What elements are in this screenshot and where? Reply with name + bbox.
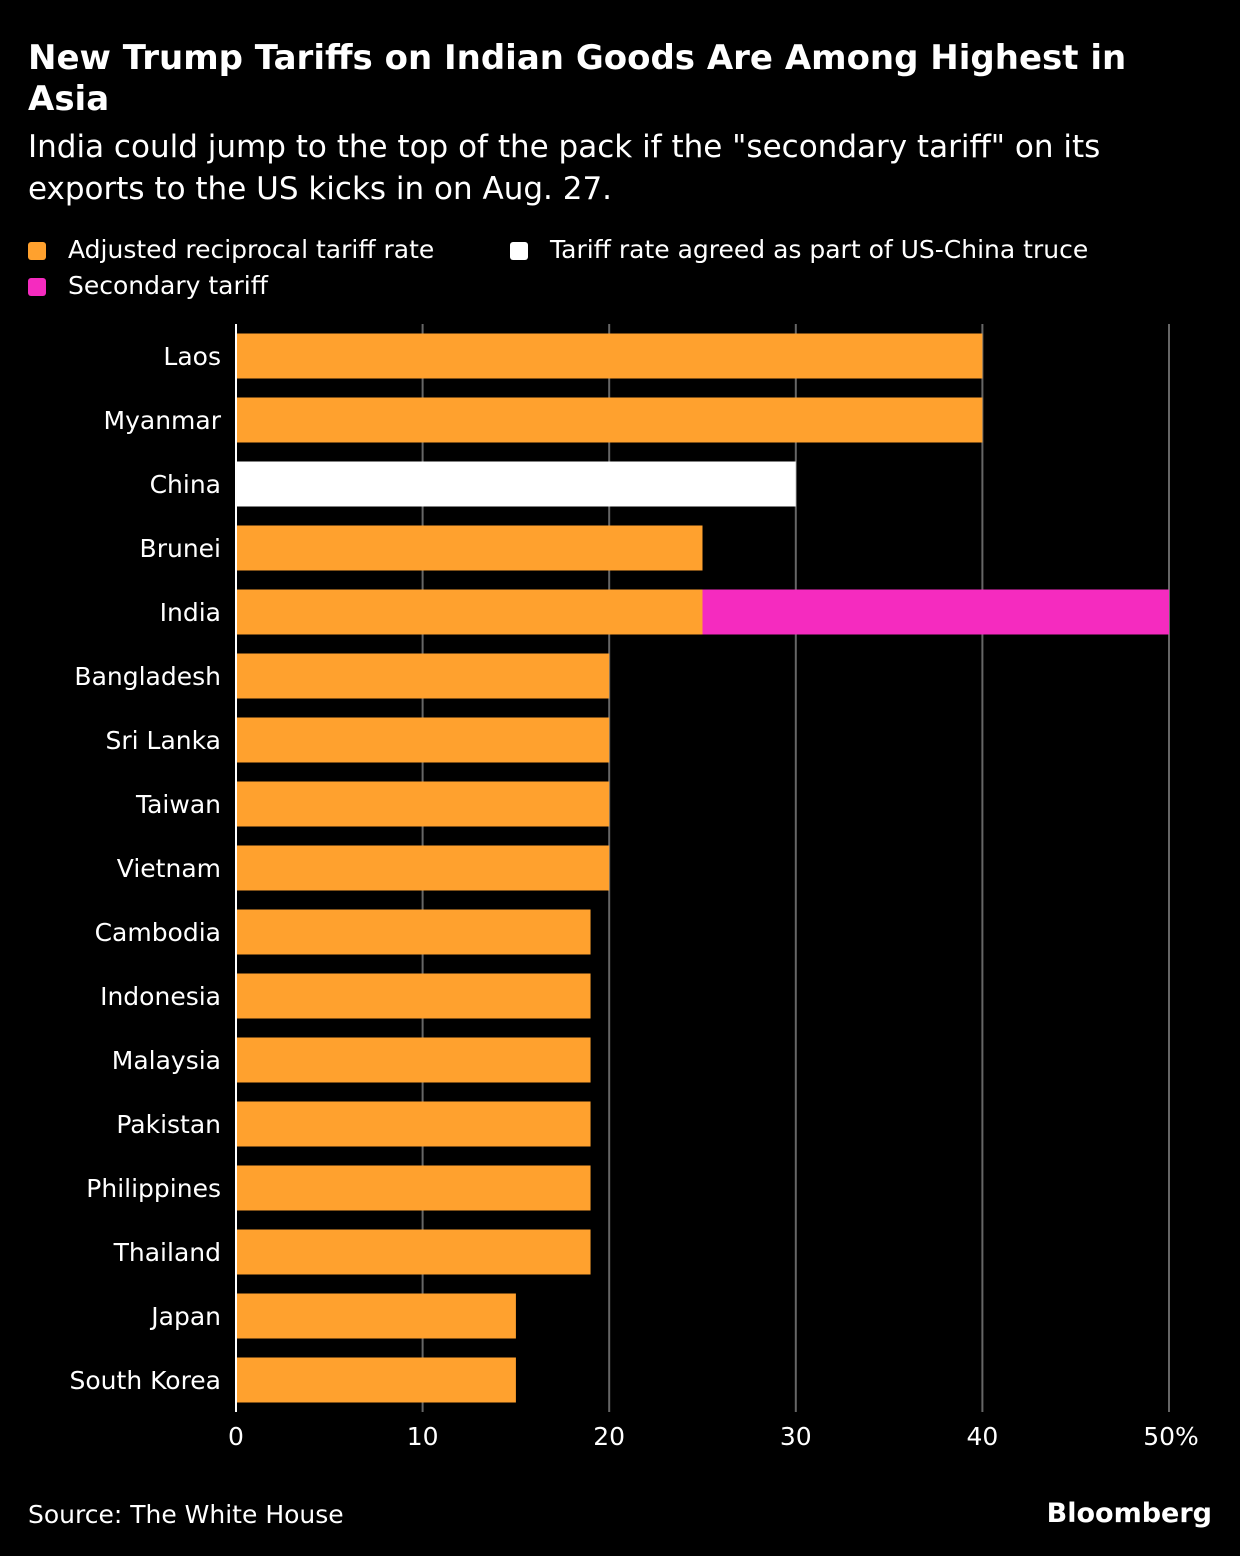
legend-label-secondary: Secondary tariff	[68, 271, 268, 300]
legend-label-truce: Tariff rate agreed as part of US-China t…	[550, 235, 1089, 264]
category-label-vietnam: Vietnam	[117, 854, 221, 883]
bar-laos-series-0	[236, 333, 983, 379]
bloomberg-logo: Bloomberg	[1046, 1498, 1212, 1529]
bar-indonesia-series-0	[236, 973, 591, 1019]
x-tick-label-40: 40	[966, 1422, 998, 1451]
bar-pakistan-series-0	[236, 1101, 591, 1147]
legend-swatch-secondary	[28, 278, 46, 296]
bar-bangladesh-series-0	[236, 653, 610, 699]
category-label-china: China	[150, 470, 221, 499]
category-label-malaysia: Malaysia	[112, 1046, 221, 1075]
category-label-thailand: Thailand	[113, 1238, 221, 1267]
bar-india-series-2	[702, 589, 1169, 635]
bars	[236, 333, 1169, 1403]
category-label-japan: Japan	[149, 1302, 221, 1331]
bar-philippines-series-0	[236, 1165, 591, 1211]
category-label-south-korea: South Korea	[70, 1366, 221, 1395]
chart-subtitle: India could jump to the top of the pack …	[28, 129, 1101, 207]
bar-thailand-series-0	[236, 1229, 591, 1275]
category-label-pakistan: Pakistan	[116, 1110, 221, 1139]
bar-vietnam-series-0	[236, 845, 610, 891]
x-tick-label-0: 0	[228, 1422, 244, 1451]
x-tick-label-10: 10	[407, 1422, 439, 1451]
bar-india-series-0	[236, 589, 703, 635]
legend-swatch-reciprocal	[28, 242, 46, 260]
category-labels: Laos Myanmar China Brunei India Bangladesh Sri…	[70, 342, 222, 1395]
x-tick-label-20: 20	[593, 1422, 625, 1451]
bar-cambodia-series-0	[236, 909, 591, 955]
category-label-brunei: Brunei	[140, 534, 221, 563]
source-note: Source: The White House	[28, 1500, 344, 1529]
bar-taiwan-series-0	[236, 781, 610, 827]
category-label-indonesia: Indonesia	[100, 982, 221, 1011]
bar-malaysia-series-0	[236, 1037, 591, 1083]
category-label-laos: Laos	[163, 342, 221, 371]
bar-myanmar-series-0	[236, 397, 983, 443]
legend-label-reciprocal: Adjusted reciprocal tariff rate	[68, 235, 435, 264]
legend-swatch-truce	[510, 242, 528, 260]
category-label-myanmar: Myanmar	[104, 406, 222, 435]
category-label-philippines: Philippines	[86, 1174, 221, 1203]
category-label-taiwan: Taiwan	[135, 790, 221, 819]
bar-south-korea-series-0	[236, 1357, 516, 1403]
x-tick-label-30: 30	[780, 1422, 812, 1451]
category-label-cambodia: Cambodia	[95, 918, 221, 947]
category-label-sri-lanka: Sri Lanka	[106, 726, 222, 755]
x-tick-labels: 0 10 20 30 40 50%	[228, 1422, 1199, 1451]
bar-japan-series-0	[236, 1293, 516, 1339]
category-label-india: India	[160, 598, 221, 627]
chart-title: New Trump Tariffs on Indian Goods Are Am…	[28, 38, 1127, 119]
bar-brunei-series-0	[236, 525, 703, 571]
bar-chart: Laos Myanmar China Brunei India Bangladesh Sri…	[70, 324, 1199, 1451]
category-label-bangladesh: Bangladesh	[74, 662, 221, 691]
bar-sri-lanka-series-0	[236, 717, 610, 763]
bar-china-series-1	[236, 461, 796, 507]
x-tick-label-50: 50%	[1143, 1422, 1199, 1451]
